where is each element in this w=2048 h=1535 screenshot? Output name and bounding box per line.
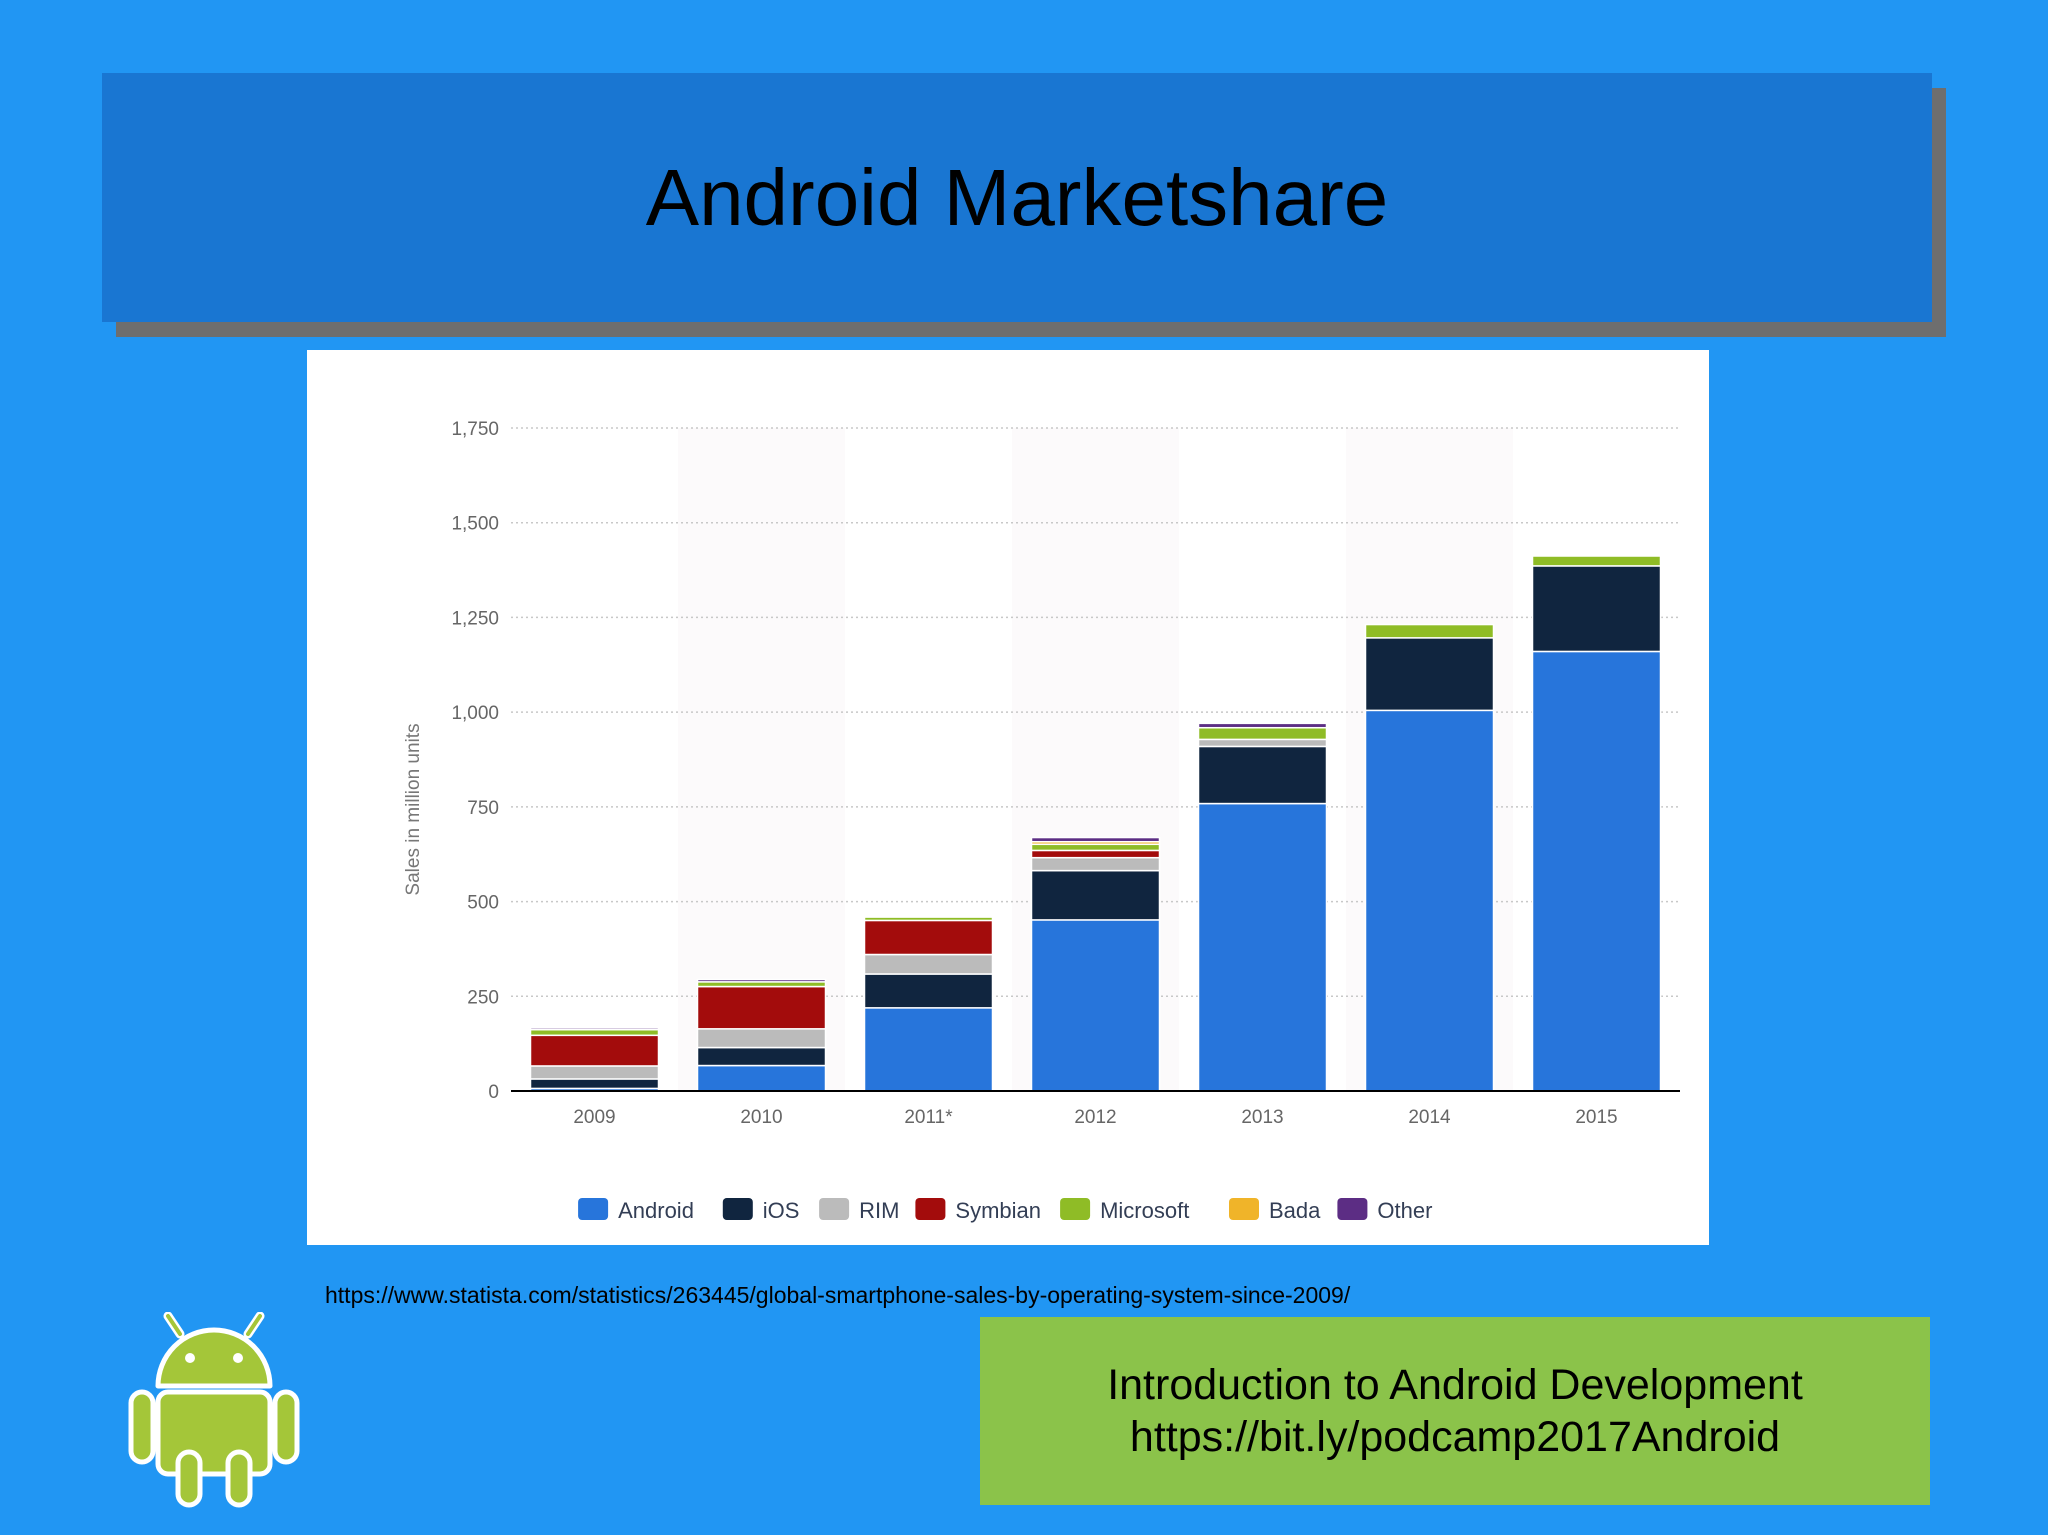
bar-symbian-2009 <box>529 1034 660 1067</box>
x-tick-label: 2011* <box>904 1107 953 1128</box>
y-tick-label: 1,500 <box>451 514 499 535</box>
bar-other-2012 <box>1030 836 1161 843</box>
legend-swatch-other <box>1337 1198 1368 1220</box>
x-tick-label: 2010 <box>740 1107 782 1128</box>
legend-swatch-android <box>578 1198 609 1220</box>
x-tick-label: 2012 <box>1074 1107 1116 1128</box>
bar-microsoft-2011 <box>863 916 994 922</box>
x-tick-label: 2013 <box>1241 1107 1283 1128</box>
y-tick-label: 1,000 <box>451 703 499 724</box>
y-tick-label: 0 <box>488 1082 499 1103</box>
legend-swatch-rim <box>819 1198 850 1220</box>
stacked-bar-chart: 0 250 500 750 1,000 1,250 1,500 1,750 Sales in m… <box>403 419 1680 1223</box>
bar-symbian-2010 <box>696 985 827 1030</box>
footer-banner: Introduction to Android Development http… <box>980 1317 1930 1505</box>
bar-microsoft-2015 <box>1531 555 1662 567</box>
bar-ios-2011 <box>863 973 994 1009</box>
footer-course-title: Introduction to Android Development <box>1107 1361 1803 1409</box>
y-axis-label: Sales in million units <box>403 723 424 895</box>
bar-symbian-2011 <box>863 919 994 956</box>
bar-ios-2013 <box>1197 745 1328 805</box>
bar-symbian-2012 <box>1030 849 1161 859</box>
y-tick-label: 750 <box>467 798 499 819</box>
legend-label-bada: Bada <box>1269 1198 1321 1223</box>
bar-microsoft-2012 <box>1030 843 1161 852</box>
y-tick-label: 500 <box>467 893 499 914</box>
bar-ios-2015 <box>1531 565 1662 653</box>
legend-swatch-microsoft <box>1060 1198 1091 1220</box>
bar-android-2012 <box>1030 919 1161 1092</box>
bar-android-2011 <box>863 1007 994 1092</box>
legend-label-symbian: Symbian <box>955 1198 1041 1223</box>
bar-rim-2010 <box>696 1028 827 1049</box>
source-link[interactable]: https://www.statista.com/statistics/2634… <box>325 1282 1351 1308</box>
bar-rim-2012 <box>1030 856 1161 872</box>
bar-other-2009 <box>529 1027 660 1031</box>
chart-panel: 0 250 500 750 1,000 1,250 1,500 1,750 Sales in m… <box>307 350 1709 1245</box>
bar-microsoft-2009 <box>529 1028 660 1037</box>
robot-eye-right <box>233 1353 243 1363</box>
bar-ios-2010 <box>696 1046 827 1067</box>
bar-microsoft-2013 <box>1197 726 1328 741</box>
slide-title: Android Marketshare <box>645 152 1389 242</box>
legend-swatch-symbian <box>915 1198 946 1220</box>
legend-swatch-bada <box>1229 1198 1259 1220</box>
legend-label-rim: RIM <box>859 1198 899 1223</box>
y-tick-label: 1,750 <box>451 419 499 440</box>
bar-ios-2009 <box>529 1078 660 1090</box>
bar-android-2014 <box>1364 709 1495 1092</box>
bar-android-2010 <box>696 1064 827 1092</box>
legend-label-microsoft: Microsoft <box>1100 1198 1189 1223</box>
legend-swatch-ios <box>722 1198 753 1220</box>
legend-label-android: Android <box>618 1198 694 1223</box>
legend-label-other: Other <box>1377 1198 1432 1223</box>
bar-rim-2011 <box>863 953 994 975</box>
bar-rim-2013 <box>1197 738 1328 748</box>
legend-label-ios: iOS <box>763 1198 800 1223</box>
bar-android-2015 <box>1531 650 1662 1092</box>
title-banner: Android Marketshare <box>102 73 1932 322</box>
x-tick-label: 2014 <box>1408 1107 1451 1128</box>
robot-eye-left <box>185 1353 195 1363</box>
y-tick-label: 1,250 <box>451 608 499 629</box>
x-tick-label: 2009 <box>573 1107 615 1128</box>
bar-other-2013 <box>1197 722 1328 729</box>
bar-microsoft-2014 <box>1364 623 1495 639</box>
bar-android-2013 <box>1197 802 1328 1092</box>
footer-short-link[interactable]: https://bit.ly/podcamp2017Android <box>1129 1413 1781 1461</box>
bar-ios-2014 <box>1364 637 1495 712</box>
x-tick-label: 2015 <box>1575 1107 1617 1128</box>
y-tick-label: 250 <box>467 987 499 1008</box>
bar-rim-2009 <box>529 1065 660 1080</box>
android-robot-icon <box>128 1312 300 1508</box>
bar-ios-2012 <box>1030 869 1161 921</box>
bar-other-2010 <box>696 978 827 983</box>
